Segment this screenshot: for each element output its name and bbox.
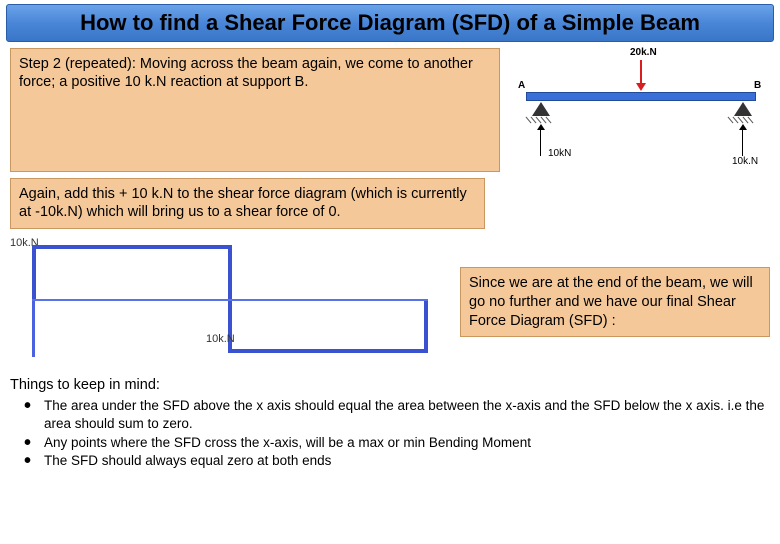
sfd-seg-bottom	[228, 349, 428, 353]
footer: Things to keep in mind: The area under t…	[0, 377, 780, 470]
load-arrow-icon	[640, 60, 642, 84]
support-a-label: A	[518, 80, 525, 91]
row-2: 10k.N 10k.N Since we are at the end of t…	[10, 237, 770, 367]
footer-heading: Things to keep in mind:	[10, 377, 770, 393]
beam-bar	[526, 92, 756, 101]
paragraph-1: Step 2 (repeated): Moving across the bea…	[10, 48, 500, 172]
sfd-seg-top	[32, 245, 232, 249]
content-area: Step 2 (repeated): Moving across the bea…	[0, 48, 780, 368]
list-item: Any points where the SFD cross the x-axi…	[30, 434, 770, 452]
sfd-seg-rise-b	[424, 299, 428, 353]
page-title: How to find a Shear Force Diagram (SFD) …	[15, 9, 765, 37]
footer-list: The area under the SFD above the x axis …	[10, 397, 770, 470]
sfd-seg-rise-a	[32, 245, 36, 299]
paragraph-2: Again, add this + 10 k.N to the shear fo…	[10, 178, 485, 230]
sfd-x-axis	[32, 299, 428, 301]
reaction-a-arrow-icon	[540, 130, 541, 156]
sfd-diagram: 10k.N 10k.N	[10, 237, 452, 367]
beam-diagram: 20k.N A B 10kN 10k.N	[508, 48, 770, 172]
row-1: Step 2 (repeated): Moving across the bea…	[10, 48, 770, 172]
sfd-neg-label: 10k.N	[206, 333, 235, 345]
reaction-a-label: 10kN	[548, 148, 571, 159]
support-b-icon	[734, 102, 752, 116]
support-b-label: B	[754, 80, 761, 91]
hatch-b	[728, 116, 758, 122]
support-a-icon	[532, 102, 550, 116]
reaction-b-label: 10k.N	[732, 156, 758, 167]
list-item: The area under the SFD above the x axis …	[30, 397, 770, 433]
list-item: The SFD should always equal zero at both…	[30, 452, 770, 470]
hatch-a	[526, 116, 556, 122]
title-bar: How to find a Shear Force Diagram (SFD) …	[6, 4, 774, 42]
load-label: 20k.N	[630, 47, 657, 58]
reaction-b-arrow-icon	[742, 130, 743, 156]
paragraph-3: Since we are at the end of the beam, we …	[460, 267, 770, 338]
